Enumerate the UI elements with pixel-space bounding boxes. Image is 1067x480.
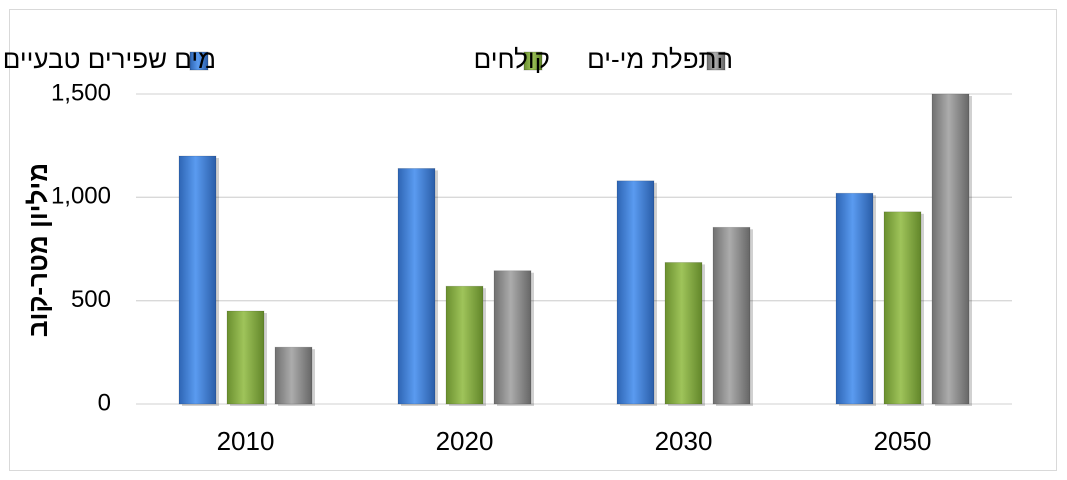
y-axis-ticks: 0 500 1,000 1,500	[51, 79, 111, 416]
bar-2020-series-0	[397, 167, 436, 405]
legend-label-2: התפלת מי-ים	[587, 44, 733, 74]
y-tick-label: 0	[98, 389, 111, 416]
x-tick-label: 2050	[874, 426, 932, 456]
x-tick-label: 2010	[217, 426, 275, 456]
bar-2010-series-1	[226, 310, 265, 405]
y-tick-label: 500	[71, 286, 111, 313]
gridlines	[136, 93, 1012, 405]
bar-2010-series-0	[178, 155, 217, 405]
bars	[178, 93, 972, 406]
bar-2020-series-1	[445, 285, 484, 405]
bar-2050-series-0	[835, 192, 874, 405]
legend: מים שפירים טבעיים קולחים התפלת מי-ים	[3, 44, 733, 74]
y-tick-label: 1,500	[51, 79, 111, 106]
y-axis-label: מיליון מטר-קוב	[23, 163, 53, 337]
bar-2010-series-2	[274, 346, 313, 405]
bar-2030-series-0	[616, 180, 655, 405]
legend-label-1: קולחים	[474, 44, 550, 74]
y-tick-label: 1,000	[51, 183, 111, 210]
bar-2050-series-2	[931, 93, 970, 405]
bar-2030-series-1	[664, 262, 703, 405]
bar-2050-series-1	[883, 211, 922, 405]
legend-swatch-2	[706, 51, 726, 71]
bar-2030-series-2	[712, 226, 751, 405]
legend-label-0: מים שפירים טבעיים	[3, 44, 216, 74]
legend-swatch-0	[189, 51, 209, 71]
x-axis-ticks: 2010 2020 2030 2050	[217, 426, 932, 456]
x-tick-label: 2030	[655, 426, 713, 456]
legend-swatch-1	[523, 51, 543, 71]
bar-2020-series-2	[493, 270, 532, 405]
x-tick-label: 2020	[436, 426, 494, 456]
